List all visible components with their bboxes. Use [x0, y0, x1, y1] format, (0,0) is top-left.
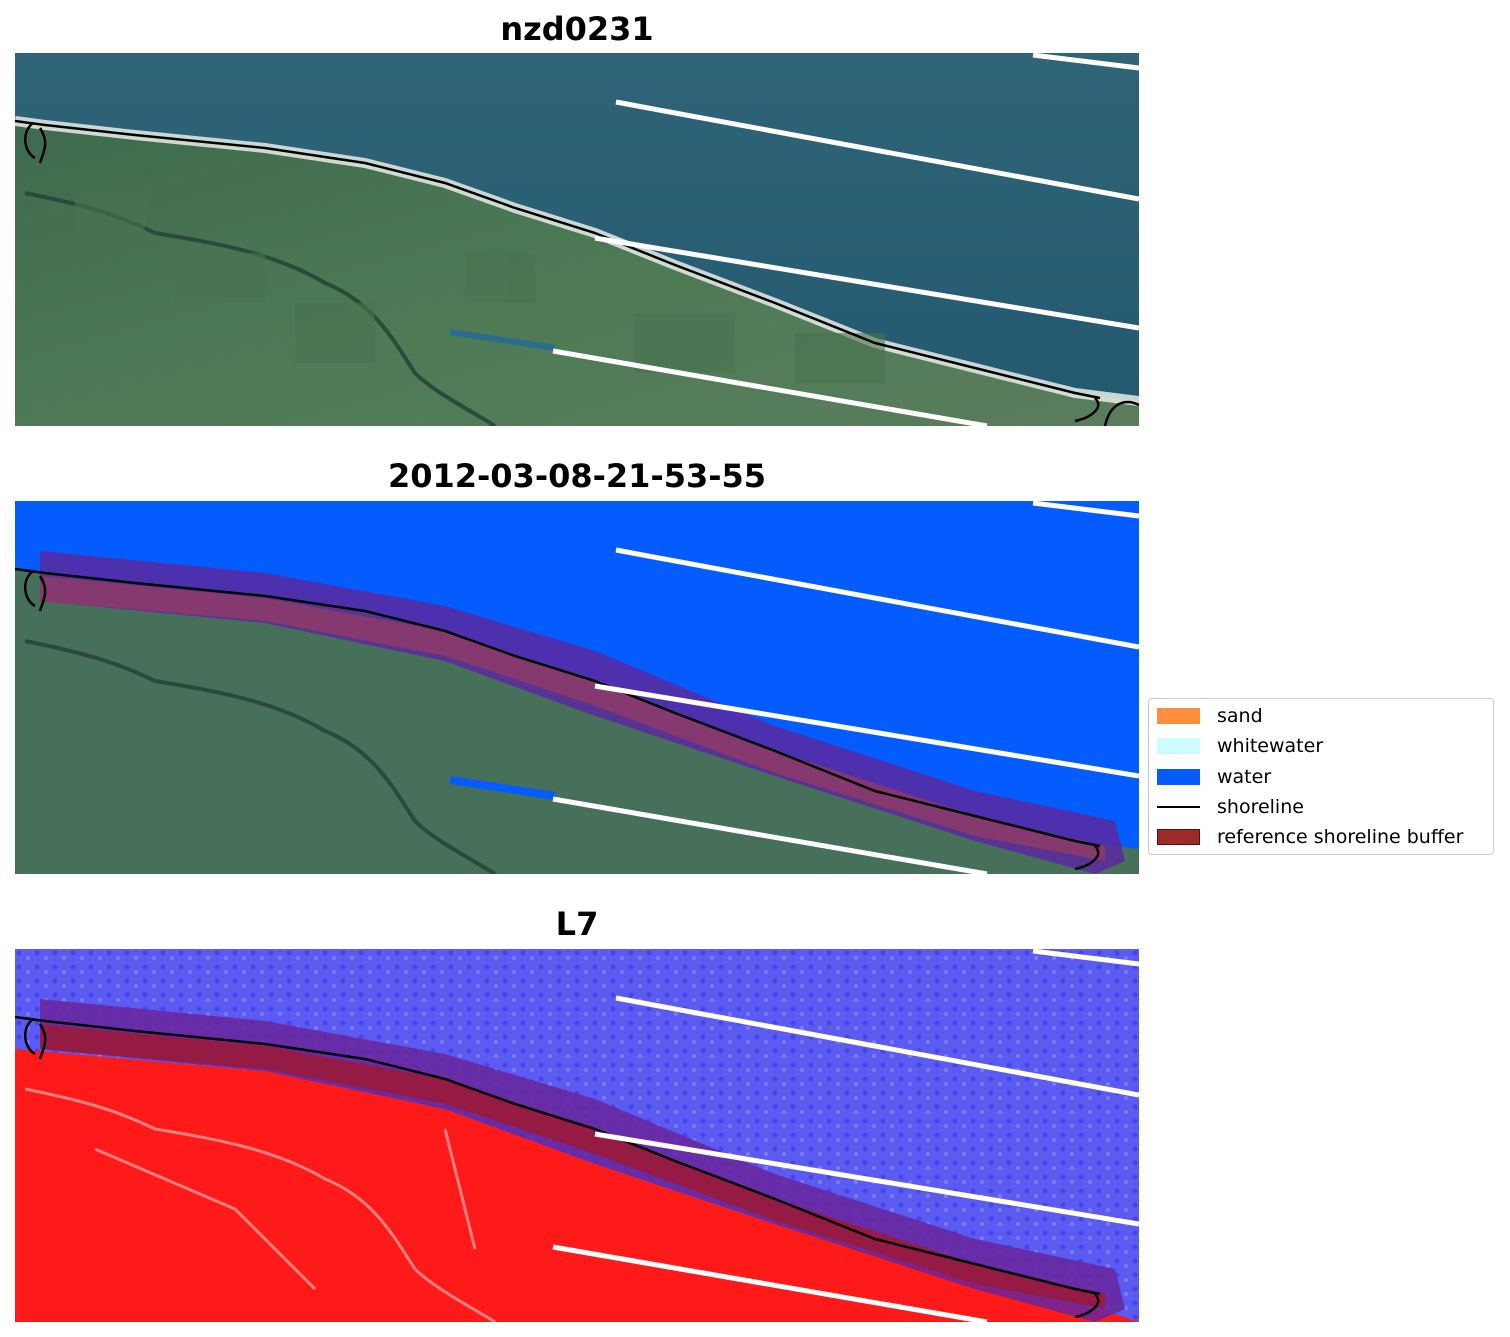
transects	[552, 949, 1139, 1322]
index-image-panel	[15, 949, 1139, 1322]
index-image	[15, 949, 1139, 1322]
river	[24, 639, 497, 874]
classified-image-panel	[15, 501, 1139, 874]
legend-item-whitewater: whitewater	[1149, 733, 1493, 759]
shoreline	[15, 1015, 1101, 1296]
classification-image	[15, 501, 1139, 874]
shoreline-hooks	[24, 1018, 1100, 1319]
shoreline-line-swatch	[1157, 806, 1200, 808]
legend-label: whitewater	[1217, 735, 1324, 757]
transects	[552, 53, 1139, 426]
reference-shoreline-buffer-land	[40, 576, 1105, 861]
legend-label: sand	[1217, 705, 1263, 727]
reference-buffer-swatch	[1157, 829, 1200, 845]
shoreline	[15, 567, 1101, 848]
rgb-image-panel	[15, 53, 1139, 426]
panel-title-date: 2012-03-08-21-53-55	[387, 457, 767, 495]
legend-item-reference-shoreline-buffer: reference shoreline buffer	[1149, 824, 1493, 850]
rgb-satellite-image	[15, 53, 1139, 426]
transects	[552, 501, 1139, 874]
legend-item-shoreline: shoreline	[1149, 794, 1493, 820]
sand-swatch	[1157, 708, 1200, 724]
drain-channel-water	[449, 776, 556, 800]
whitewater-swatch	[1157, 738, 1200, 754]
land-texture	[24, 1087, 496, 1322]
panel-title-rgb: nzd0231	[500, 10, 654, 48]
legend-label: water	[1217, 766, 1272, 788]
drain-channel	[449, 329, 556, 351]
legend-label: shoreline	[1217, 796, 1304, 818]
shoreline-hooks	[24, 122, 1139, 426]
panel-title-satellite: L7	[555, 905, 599, 943]
land-index-area	[15, 1049, 1139, 1322]
legend-item-water: water	[1149, 764, 1493, 790]
legend-label: reference shoreline buffer	[1217, 826, 1464, 848]
reference-shoreline-buffer-land	[40, 1024, 1105, 1309]
legend-item-sand: sand	[1149, 703, 1493, 729]
shoreline-hooks	[24, 570, 1100, 871]
shoreline	[15, 119, 1101, 400]
legend: sand whitewater water shoreline referenc…	[1148, 698, 1494, 855]
water-swatch	[1157, 769, 1200, 785]
